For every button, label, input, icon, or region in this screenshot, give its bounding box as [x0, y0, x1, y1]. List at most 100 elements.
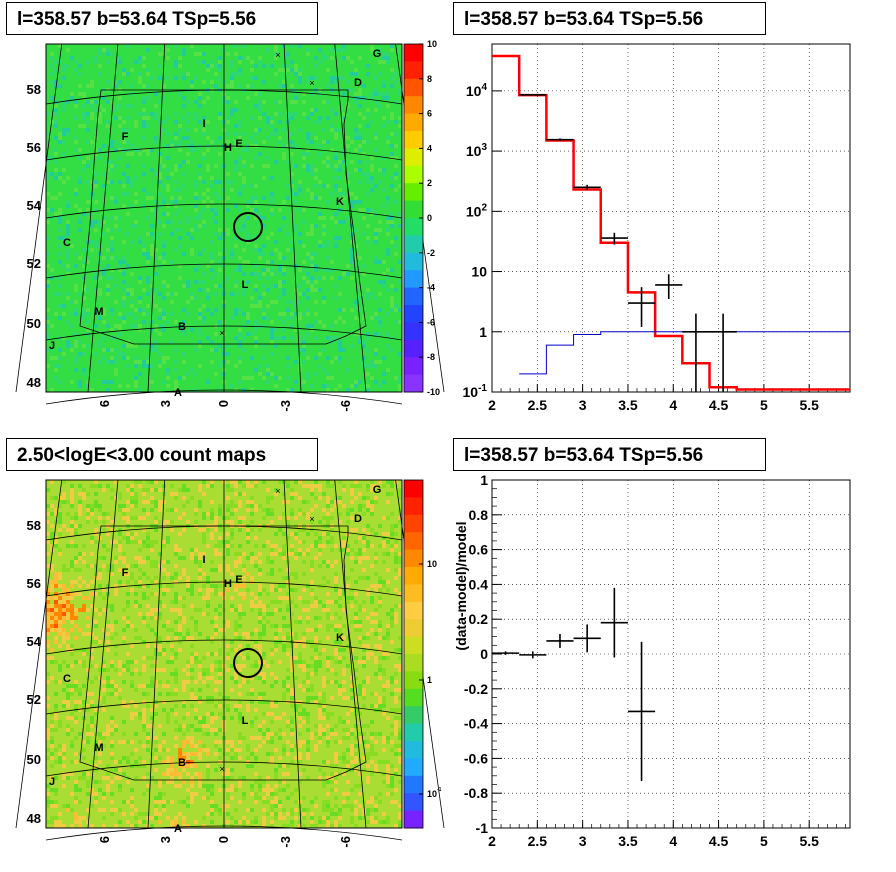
y-tick-label: -0.8	[464, 785, 488, 801]
x-tick-label: 4	[669, 833, 677, 849]
longitude-label: 3	[158, 400, 173, 407]
colorbar-cell	[404, 339, 423, 358]
source-marker: ×	[219, 328, 224, 338]
y-tick-label: 0	[480, 646, 488, 662]
source-label: K	[336, 196, 344, 208]
spectrum-panel: 2 2.5 3 3.5 4 4.5 5 5.5 104 103 102 10 1 10-1 l=358.5…	[448, 0, 896, 436]
x-tick-label: 3	[579, 397, 587, 413]
x-tick-label: 2.5	[528, 397, 548, 413]
source-label: L	[242, 279, 249, 291]
colorbar-cell	[404, 374, 423, 393]
colorbar-cell	[404, 200, 423, 219]
colorbar-label: 4	[427, 143, 432, 153]
source-label: D	[354, 513, 362, 525]
longitude-line	[334, 43, 367, 393]
x-tick-label: 5.5	[799, 833, 819, 849]
latitude-label: 56	[27, 140, 41, 155]
y-tick-label: 103	[466, 142, 488, 159]
x-tick-label: 2	[488, 397, 496, 413]
colorbar-cell	[404, 671, 423, 690]
source-label: C	[63, 237, 71, 249]
source-label: I	[202, 118, 205, 130]
latitude-label: 56	[27, 576, 41, 591]
colorbar-cell	[404, 305, 423, 323]
latitude-label: 58	[27, 518, 41, 533]
latitude-label: 48	[27, 375, 41, 390]
longitude-label: -6	[338, 400, 353, 412]
colorbar-cell	[404, 287, 423, 306]
colorbar-cell	[404, 723, 423, 742]
source-label: L	[242, 715, 249, 727]
colorbar-cell	[404, 810, 423, 829]
y-tick-label: 10	[471, 264, 487, 280]
colorbar-label: 0	[427, 213, 432, 223]
y-tick-label: 0.2	[469, 611, 489, 627]
x-tick-label: 3	[579, 833, 587, 849]
colorbar-cell	[404, 270, 423, 289]
count-map-panel: × × × G D I H E F K C L M B J A 58 56 54 52 50 48 6 3 0 -3 -6 10 1 10…	[0, 436, 448, 872]
y-tick-label: -0.6	[464, 750, 488, 766]
longitude-label: 6	[97, 400, 112, 407]
latitude-label: 52	[27, 692, 41, 707]
colorbar-cell	[404, 218, 423, 236]
colorbar-cell	[404, 44, 423, 62]
longitude-line	[15, 479, 63, 829]
colorbar-cell	[404, 252, 423, 271]
residual-panel: 2 2.5 3 3.5 4 4.5 5 5.5 1 0.8 0.6 0.4 0.2 0 -0.2 -0.4 -0…	[448, 436, 896, 872]
latitude-label: 52	[27, 256, 41, 271]
source-label: C	[63, 673, 71, 685]
colorbar-cell	[404, 78, 423, 97]
colorbar-cell	[404, 549, 423, 568]
colorbar-cell	[404, 96, 423, 115]
colorbar-cell	[404, 61, 423, 80]
source-label: D	[354, 77, 362, 89]
colorbar-cell	[404, 148, 423, 167]
source-label: F	[122, 567, 129, 579]
residual-map: × × × G D I H E F K C L M B J A 58 56 54 52 50 48 6 3 0 -3 -6 10 8 6 4…	[15, 39, 445, 412]
source-label: G	[373, 484, 382, 496]
x-tick-label: 4	[669, 397, 677, 413]
count-map: × × × G D I H E F K C L M B J A 58 56 54 52 50 48 6 3 0 -3 -6 10 1 10…	[15, 479, 445, 848]
colorbar-cell	[404, 532, 423, 551]
source-label: H	[224, 578, 232, 590]
colorbar-cell	[404, 775, 423, 794]
colorbar-cell	[404, 165, 423, 184]
colorbar-cell	[404, 497, 423, 516]
region-outline	[79, 89, 367, 345]
colorbar-label: 6	[427, 109, 432, 119]
colorbar-label: -2	[427, 248, 435, 258]
colorbar-cell	[404, 688, 423, 707]
longitude-line	[334, 479, 367, 829]
x-tick-label: 5.5	[799, 397, 819, 413]
latitude-label: 58	[27, 82, 41, 97]
source-marker: ×	[275, 50, 280, 60]
source-label: J	[49, 340, 55, 352]
longitude-label: 0	[216, 400, 231, 407]
x-tick-label: 2	[488, 833, 496, 849]
latitude-label: 48	[27, 811, 41, 826]
x-tick-label: 5	[760, 833, 768, 849]
residual-map-panel: × × × G D I H E F K C L M B J A 58 56 54 52 50 48 6 3 0 -3 -6 10 8 6 4…	[0, 0, 448, 436]
y-tick-label: 0.4	[469, 576, 489, 592]
longitude-line	[87, 479, 119, 829]
count-map-title: 2.50<logE<3.00 count maps	[6, 438, 318, 471]
colorbar-cell	[404, 131, 423, 149]
y-axis-label: (data-model)/model	[453, 521, 469, 650]
colorbar-cell	[404, 357, 423, 376]
longitude-line	[87, 43, 119, 393]
source-label: M	[94, 742, 103, 754]
longitude-label: -3	[278, 836, 293, 848]
latitude-label: 54	[27, 634, 42, 649]
colorbar-label: -4	[427, 283, 435, 293]
map-pixels	[46, 44, 402, 392]
colorbar-cell	[404, 584, 423, 603]
longitude-label: 3	[158, 836, 173, 843]
colorbar-cell	[404, 793, 423, 812]
source-label: A	[174, 387, 182, 399]
y-tick-label: 0.8	[469, 507, 489, 523]
source-label: G	[373, 48, 382, 60]
source-label: E	[235, 574, 242, 586]
colorbar-cell	[404, 322, 423, 341]
longitude-label: -6	[338, 836, 353, 848]
colorbar-cell	[404, 758, 423, 777]
